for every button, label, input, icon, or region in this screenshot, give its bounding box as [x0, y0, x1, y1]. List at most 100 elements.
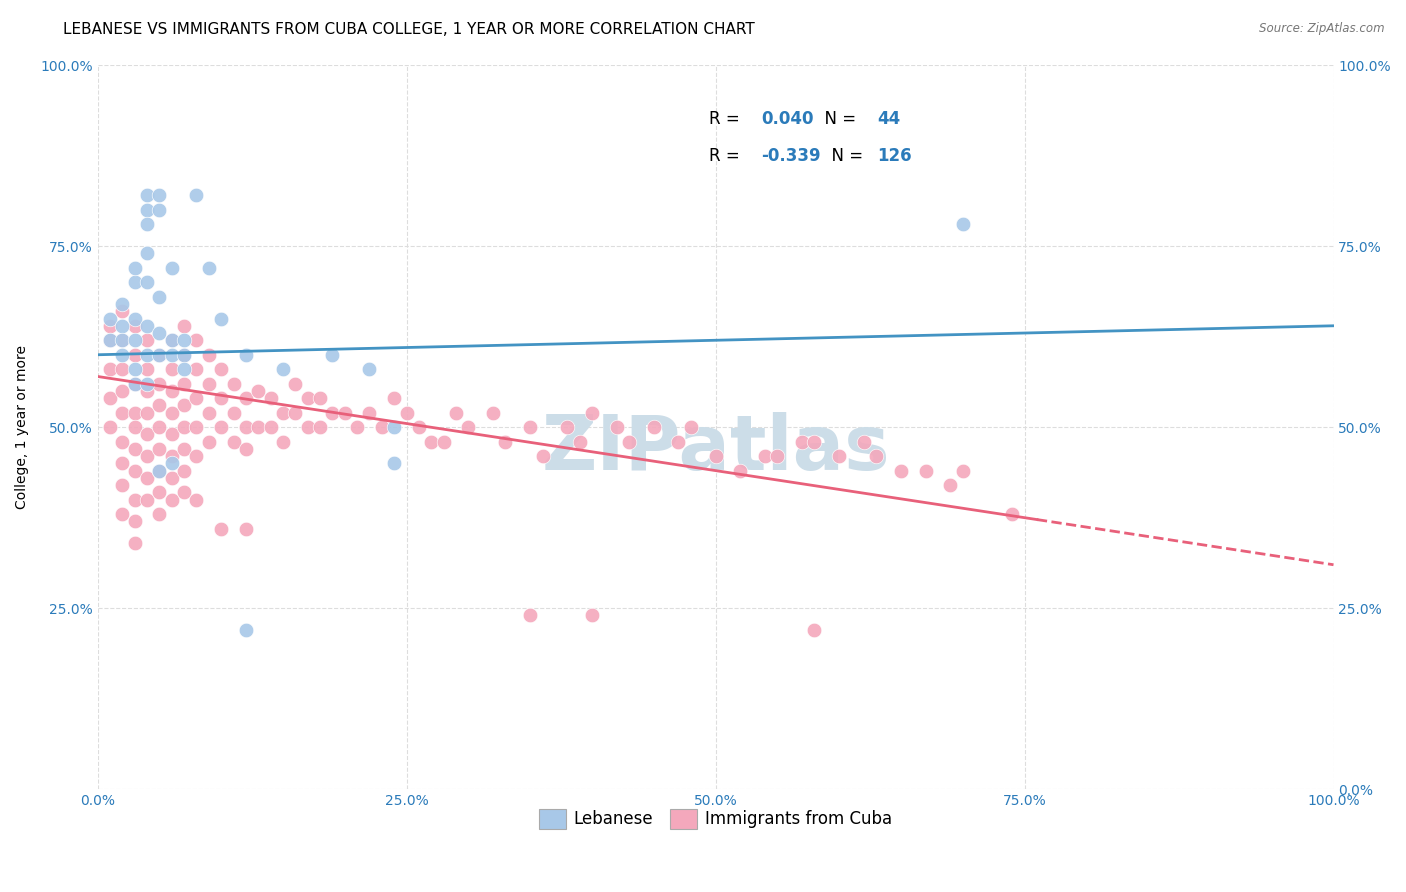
Text: 0.040: 0.040: [761, 111, 814, 128]
Point: [173, 318, 195, 333]
Point: [98, 362, 121, 376]
Text: R =: R =: [710, 146, 745, 165]
Point: [173, 362, 195, 376]
Point: [606, 420, 628, 434]
Point: [136, 276, 159, 290]
Point: [852, 434, 875, 449]
Point: [98, 333, 121, 347]
Point: [754, 449, 776, 463]
Point: [148, 188, 170, 202]
Point: [408, 420, 430, 434]
Point: [98, 311, 121, 326]
Point: [124, 536, 146, 550]
Point: [457, 420, 479, 434]
Point: [148, 442, 170, 456]
Point: [111, 333, 134, 347]
Point: [482, 406, 505, 420]
Point: [790, 434, 813, 449]
Point: [284, 406, 307, 420]
Point: [494, 434, 516, 449]
Point: [209, 311, 232, 326]
Point: [1001, 507, 1024, 521]
Point: [209, 522, 232, 536]
Point: [136, 492, 159, 507]
Point: [198, 406, 221, 420]
Point: [111, 304, 134, 318]
Point: [124, 420, 146, 434]
Point: [173, 348, 195, 362]
Point: [160, 260, 183, 275]
Point: [136, 471, 159, 485]
Point: [186, 391, 208, 405]
Point: [531, 449, 554, 463]
Point: [222, 376, 245, 391]
Point: [617, 434, 640, 449]
Point: [173, 399, 195, 413]
Point: [111, 333, 134, 347]
Point: [173, 464, 195, 478]
Point: [359, 362, 381, 376]
Point: [98, 333, 121, 347]
Point: [136, 427, 159, 442]
Point: [136, 202, 159, 217]
Point: [160, 456, 183, 470]
Text: R =: R =: [710, 111, 745, 128]
Point: [382, 420, 405, 434]
Point: [679, 420, 702, 434]
Point: [124, 514, 146, 528]
Point: [209, 391, 232, 405]
Point: [235, 522, 257, 536]
Point: [271, 362, 294, 376]
Point: [914, 464, 936, 478]
Point: [803, 623, 825, 637]
Point: [519, 420, 541, 434]
Point: [333, 406, 356, 420]
Point: [111, 362, 134, 376]
Point: [581, 608, 603, 623]
Point: [148, 420, 170, 434]
Point: [124, 362, 146, 376]
Point: [148, 202, 170, 217]
Point: [160, 333, 183, 347]
Point: [186, 362, 208, 376]
Point: [433, 434, 456, 449]
Point: [444, 406, 467, 420]
Point: [136, 188, 159, 202]
Point: [186, 449, 208, 463]
Text: -0.339: -0.339: [761, 146, 821, 165]
Point: [321, 348, 343, 362]
Point: [198, 434, 221, 449]
Point: [111, 384, 134, 398]
Point: [284, 376, 307, 391]
Point: [148, 348, 170, 362]
Point: [160, 333, 183, 347]
Point: [124, 318, 146, 333]
Text: N =: N =: [814, 111, 862, 128]
Point: [198, 376, 221, 391]
Point: [222, 434, 245, 449]
Point: [98, 391, 121, 405]
Point: [173, 442, 195, 456]
Point: [111, 297, 134, 311]
Point: [124, 442, 146, 456]
Point: [136, 362, 159, 376]
Point: [136, 406, 159, 420]
Point: [209, 420, 232, 434]
Point: [321, 406, 343, 420]
Point: [568, 434, 591, 449]
Point: [111, 318, 134, 333]
Point: [111, 434, 134, 449]
Text: LEBANESE VS IMMIGRANTS FROM CUBA COLLEGE, 1 YEAR OR MORE CORRELATION CHART: LEBANESE VS IMMIGRANTS FROM CUBA COLLEGE…: [63, 22, 755, 37]
Point: [259, 391, 281, 405]
Point: [160, 449, 183, 463]
Point: [235, 442, 257, 456]
Point: [160, 492, 183, 507]
Point: [148, 290, 170, 304]
Point: [766, 449, 789, 463]
Point: [247, 420, 270, 434]
Text: ZIPatlas: ZIPatlas: [541, 412, 890, 486]
Point: [148, 464, 170, 478]
Point: [98, 420, 121, 434]
Text: Source: ZipAtlas.com: Source: ZipAtlas.com: [1260, 22, 1385, 36]
Point: [828, 449, 851, 463]
